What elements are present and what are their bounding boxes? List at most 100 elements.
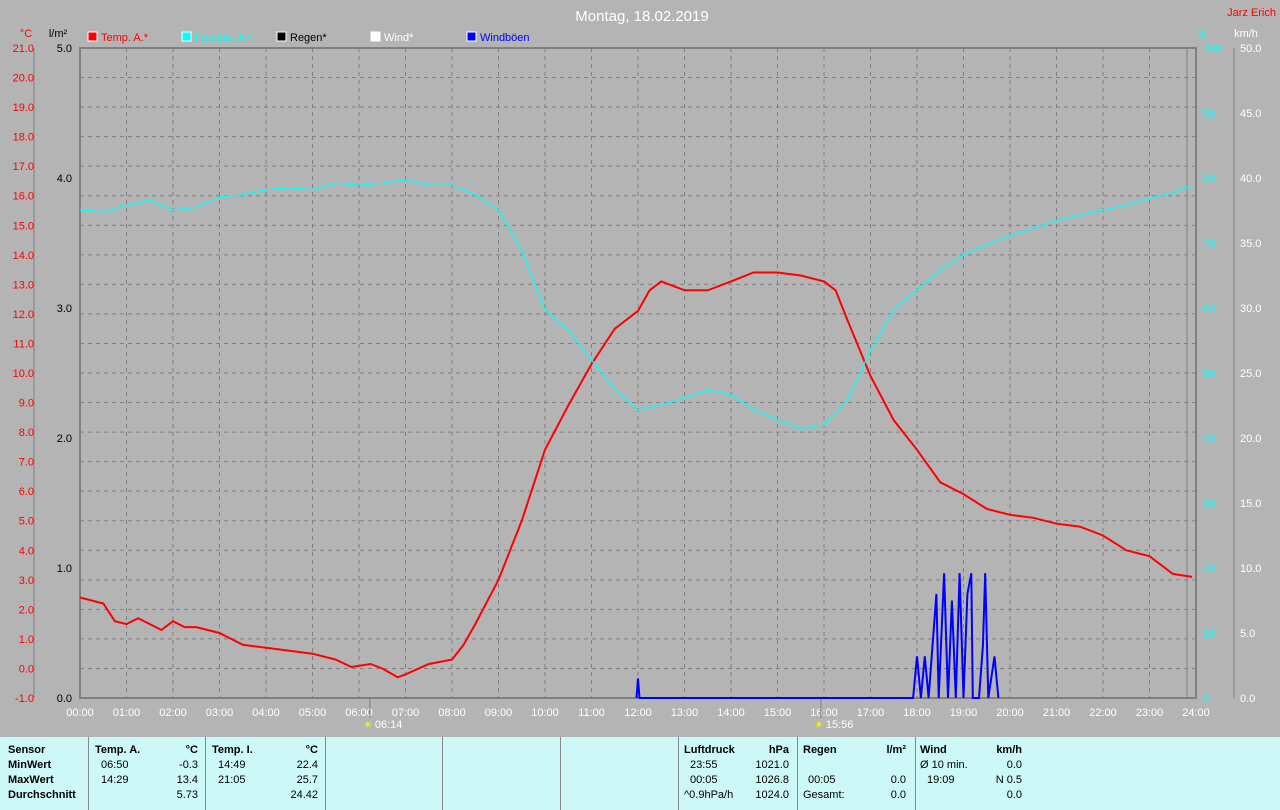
x-tick-label: 02:00	[159, 707, 187, 719]
wind-tick-label: 45.0	[1240, 108, 1261, 120]
temp-tick-label: 4.0	[19, 545, 34, 557]
humidity-tick-label: 90	[1203, 108, 1215, 120]
table-cell: 5.73	[176, 789, 198, 801]
wind-tick-label: 15.0	[1240, 498, 1261, 510]
table-cell: 0.0	[890, 789, 906, 801]
table-cell: N 0.5	[995, 774, 1022, 786]
wind-tick-label: 35.0	[1240, 238, 1261, 250]
table-divider	[797, 737, 798, 810]
table-cell: 06:50	[101, 759, 129, 771]
axes: °C 21.0 20.0 19.0 18.0 17.0 16.0 15.0 14.0 13.0 12…	[13, 28, 1262, 731]
table-cell: °C	[185, 744, 198, 756]
table-cell: km/h	[996, 744, 1022, 756]
x-tick-label: 18:00	[903, 707, 931, 719]
x-tick-label: 22:00	[1089, 707, 1117, 719]
temp-tick-label: 20.0	[13, 73, 34, 85]
table-divider	[678, 737, 679, 810]
x-tick-label: 01:00	[113, 707, 141, 719]
rain-axis-unit: l/m²	[49, 28, 68, 40]
humidity-tick-label: 70	[1203, 238, 1215, 250]
table-cell: 23:55	[690, 759, 718, 771]
humidity-tick-label: 0	[1203, 693, 1209, 705]
rain-tick-label: 3.0	[57, 303, 72, 315]
series-lines	[79, 179, 1193, 699]
table-cell: 13.4	[176, 774, 198, 786]
temp-tick-label: 14.0	[13, 250, 34, 262]
wind-tick-label: 25.0	[1240, 368, 1261, 380]
x-tick-label: 14:00	[717, 707, 745, 719]
temp-tick-label: 12.0	[13, 309, 34, 321]
wind-tick-label: 0.0	[1240, 693, 1255, 705]
wind-tick-label: 5.0	[1240, 628, 1255, 640]
temp-tick-label: 16.0	[13, 191, 34, 203]
table-cell: 00:05	[690, 774, 718, 786]
x-tick-label: 24:00	[1182, 707, 1210, 719]
temp-tick-label: 10.0	[13, 368, 34, 380]
series-line-humidity	[79, 179, 1193, 429]
table-cell: Regen	[803, 744, 837, 756]
stats-table: Sensor MinWert MaxWert Durchschnitt Temp. A.…	[0, 737, 1280, 810]
temp-tick-label: 21.0	[13, 43, 34, 55]
legend-label: Temp. A.*	[101, 32, 149, 44]
x-tick-label: 20:00	[996, 707, 1024, 719]
humidity-tick-label: 80	[1203, 173, 1215, 185]
table-cell: 14:49	[218, 759, 246, 771]
temp-tick-label: 0.0	[19, 663, 34, 675]
weather-chart: Montag, 18.02.2019 Jarz Erich Temp. A.* F…	[13, 7, 1276, 731]
table-cell: Gesamt:	[803, 789, 845, 801]
temp-tick-label: 9.0	[19, 398, 34, 410]
series-line-wind	[635, 573, 1000, 699]
temp-tick-label: 7.0	[19, 457, 34, 469]
temp-tick-label: 3.0	[19, 575, 34, 587]
x-tick-label: 04:00	[252, 707, 280, 719]
table-cell: Ø 10 min.	[920, 759, 968, 771]
x-tick-label: 19:00	[950, 707, 978, 719]
legend-swatch	[181, 31, 192, 42]
x-tick-label: 03:00	[206, 707, 234, 719]
humidity-tick-label: 60	[1203, 303, 1215, 315]
x-tick-label: 10:00	[531, 707, 559, 719]
grid	[79, 47, 1197, 699]
table-cell: l/m²	[886, 744, 906, 756]
table-cell: 0.0	[890, 774, 906, 786]
table-cell: 00:05	[808, 774, 836, 786]
annotation-label: 15:56	[826, 719, 854, 731]
x-tick-label: 09:00	[485, 707, 513, 719]
table-cell: 25.7	[296, 774, 318, 786]
temp-tick-label: 19.0	[13, 102, 34, 114]
table-cell: Durchschnitt	[8, 789, 76, 801]
x-tick-label: 21:00	[1043, 707, 1071, 719]
table-cell: MinWert	[8, 759, 52, 771]
table-cell: 21:05	[218, 774, 246, 786]
wind-tick-label: 10.0	[1240, 563, 1261, 575]
temp-tick-label: 6.0	[19, 486, 34, 498]
table-divider	[560, 737, 561, 810]
humidity-axis-unit: %	[1196, 28, 1206, 40]
wind-tick-label: 30.0	[1240, 303, 1261, 315]
legend-swatch	[276, 31, 287, 42]
x-tick-label: 00:00	[66, 707, 94, 719]
x-tick-label: 13:00	[671, 707, 699, 719]
table-divider	[442, 737, 443, 810]
temp-tick-label: 13.0	[13, 279, 34, 291]
table-cell: 22.4	[296, 759, 318, 771]
wind-tick-label: 20.0	[1240, 433, 1261, 445]
table-cell: 0.0	[1006, 789, 1022, 801]
wind-axis-unit: km/h	[1234, 28, 1258, 40]
table-cell: Temp. I.	[212, 744, 253, 756]
rain-tick-label: 5.0	[57, 43, 72, 55]
rain-tick-label: 1.0	[57, 563, 72, 575]
wind-tick-label: 40.0	[1240, 173, 1261, 185]
humidity-tick-label: 40	[1203, 433, 1215, 445]
x-tick-label: 17:00	[857, 707, 885, 719]
table-cell: Sensor	[8, 744, 46, 756]
table-cell: Temp. A.	[95, 744, 141, 756]
humidity-tick-label: 50	[1203, 368, 1215, 380]
humidity-tick-label: 20	[1203, 563, 1215, 575]
humidity-tick-label: 100	[1203, 43, 1221, 55]
chart-title: Montag, 18.02.2019	[575, 8, 708, 25]
author-label: Jarz Erich	[1227, 7, 1276, 19]
table-cell: hPa	[768, 744, 789, 756]
temp-tick-label: 2.0	[19, 604, 34, 616]
x-tick-label: 15:00	[764, 707, 792, 719]
